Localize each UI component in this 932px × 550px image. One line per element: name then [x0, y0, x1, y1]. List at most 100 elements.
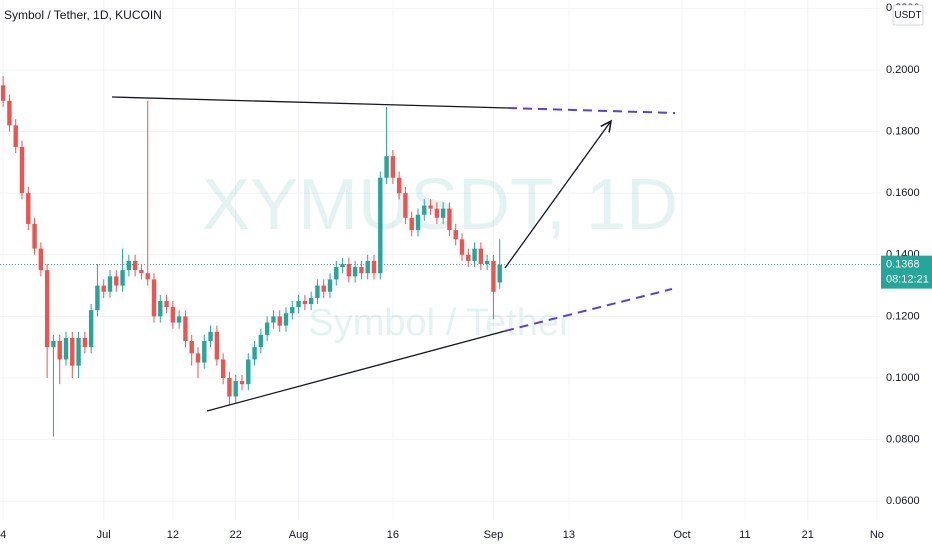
candle-body: [491, 260, 496, 292]
candle-body: [371, 260, 377, 274]
candle-body: [114, 276, 119, 286]
last-price-label: 0.1368: [886, 259, 920, 271]
candle-body: [38, 248, 44, 271]
candle-body: [352, 267, 358, 277]
candle-body: [296, 300, 301, 308]
candle-body: [315, 285, 320, 298]
drawings: [111, 96, 676, 412]
x-tick-label: 13: [563, 529, 575, 541]
candle-body: [396, 177, 402, 194]
candle-body: [422, 205, 427, 215]
candle-body: [183, 316, 188, 342]
candle-body: [202, 341, 207, 363]
candle-body: [101, 285, 106, 292]
last-price-tag: [881, 255, 932, 289]
y-tick-label: 0.1000: [886, 372, 920, 384]
countdown-label: 08:12:21: [886, 274, 929, 286]
candle-body: [453, 230, 458, 240]
candle-body: [497, 264, 502, 283]
candle-body: [88, 310, 94, 348]
lower-projection: [504, 288, 673, 332]
candle-body: [32, 223, 37, 249]
upper-projection: [507, 107, 676, 114]
candle-body: [321, 285, 326, 292]
candle-body: [290, 307, 295, 314]
candle-body: [95, 285, 100, 311]
candle-body: [70, 337, 75, 366]
candle-body: [384, 156, 389, 178]
candle-body: [233, 381, 238, 397]
candle-body: [208, 331, 213, 342]
x-tick-label: Jul: [97, 529, 111, 541]
candle-body: [220, 359, 226, 378]
candle-body: [264, 322, 270, 335]
candle-body: [365, 260, 370, 274]
candle-body: [82, 337, 88, 348]
candle-body: [239, 381, 245, 385]
candle-body: [51, 341, 56, 348]
candle-body: [227, 377, 232, 397]
candle-body: [484, 260, 490, 265]
grid: [0, 0, 880, 520]
candle-body: [189, 341, 194, 354]
candle-body: [409, 217, 414, 231]
candle-body: [466, 254, 471, 261]
candle-body: [378, 177, 383, 274]
candle-body: [258, 334, 264, 348]
x-tick-label: 12: [167, 529, 179, 541]
breakout-arrow: [504, 121, 611, 269]
candle-body: [327, 279, 333, 292]
x-tick-label: No: [870, 529, 884, 541]
candle-body: [390, 156, 396, 178]
watermark-subtitle: Symbol / Tether: [308, 302, 572, 344]
candle-body: [283, 313, 289, 326]
candle-body: [302, 300, 308, 305]
x-tick-label: 16: [387, 529, 399, 541]
x-tick-label: Oct: [673, 529, 690, 541]
currency-box: [892, 4, 924, 26]
candle-body: [271, 316, 276, 323]
candle-body: [158, 300, 163, 317]
watermark: XYMUSDT, 1D: [202, 165, 678, 245]
y-tick-label: 0.2000: [886, 64, 920, 76]
candle-body: [472, 248, 477, 261]
candle-body: [76, 337, 81, 366]
candle-body: [57, 341, 62, 360]
candle-body: [19, 146, 25, 194]
candle-body: [440, 208, 446, 218]
candle-body: [277, 316, 282, 326]
candle-body: [44, 270, 50, 348]
x-axis-background: [0, 520, 932, 550]
y-tick-label: 0.0800: [886, 434, 920, 446]
candle-body: [308, 297, 314, 305]
candle-body: [176, 316, 182, 323]
candle-body: [252, 347, 257, 360]
candle-body: [164, 300, 169, 308]
chart-title: Symbol / Tether, 1D, KUCOIN: [4, 8, 162, 22]
candle-body: [246, 359, 251, 385]
candle-body: [459, 239, 465, 255]
candle-body: [434, 208, 440, 218]
candle-body: [346, 264, 352, 277]
y-tick-label: 0.1600: [886, 187, 920, 199]
x-tick-label: 4: [0, 529, 6, 541]
candle-body: [7, 100, 12, 126]
candle-body: [428, 205, 433, 209]
y-tick-label: 0.1800: [886, 125, 920, 137]
candle-body: [403, 193, 408, 218]
lower-trendline: [206, 330, 506, 412]
candle-body: [478, 248, 484, 265]
candle-body: [26, 193, 31, 224]
x-tick-label: 22: [230, 529, 242, 541]
candle-body: [334, 267, 339, 280]
candle-body: [447, 208, 452, 231]
candle-body: [415, 214, 421, 231]
candle-body: [0, 85, 6, 101]
candle-body: [132, 260, 138, 271]
x-tick-label: Aug: [289, 529, 309, 541]
candle-body: [195, 353, 201, 363]
x-tick-label: 11: [739, 529, 750, 541]
currency-label: USDT: [894, 10, 921, 21]
candle-body: [120, 270, 125, 286]
